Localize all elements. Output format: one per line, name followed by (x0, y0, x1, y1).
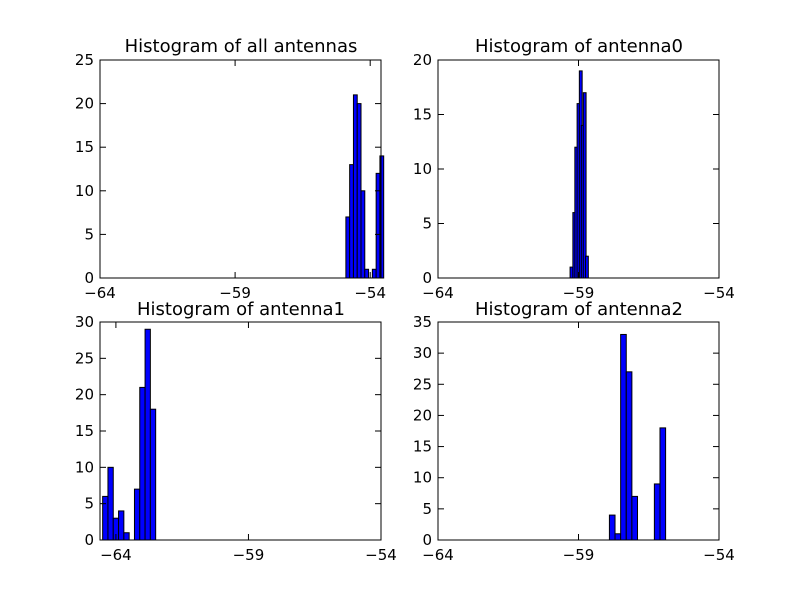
panel-title: Histogram of antenna1 (137, 299, 345, 320)
histogram-bar (375, 172, 381, 279)
y-tick-label: 25 (75, 51, 94, 69)
y-tick-label: 15 (75, 138, 94, 156)
y-tick-label: 0 (422, 531, 432, 549)
histogram-bar (133, 488, 141, 541)
panel-antenna0: Histogram of antenna0 −64 −59 −54 0 5 10 15 20 (413, 36, 735, 302)
y-tick-label: 15 (75, 422, 94, 440)
x-tick-label: −59 (563, 546, 595, 564)
y-tick-label: 20 (75, 95, 94, 113)
x-tick-label: −64 (422, 546, 454, 564)
histogram-bar (123, 532, 130, 541)
y-tick-label: 0 (84, 269, 94, 287)
panel-antenna1: Histogram of antenna1 −64 −59 −54 0 5 10 15 20 2… (75, 299, 397, 564)
y-tick-label: 5 (422, 500, 432, 518)
histogram-bar (631, 495, 639, 541)
y-tick-label: 10 (75, 182, 94, 200)
y-tick-label: 20 (413, 51, 432, 69)
histogram-bar (102, 495, 109, 541)
x-tick-label: −64 (100, 546, 132, 564)
y-tick-label: 5 (84, 495, 94, 513)
x-tick-label: −59 (563, 284, 595, 302)
histogram-bar (139, 386, 146, 541)
histogram-bar (608, 514, 616, 541)
histogram-bar (349, 164, 354, 279)
histogram-bar (659, 427, 667, 541)
histogram-bar (371, 268, 377, 279)
histogram-bar (379, 155, 385, 279)
y-tick-label: 5 (422, 215, 432, 233)
panel-title: Histogram of antenna0 (475, 36, 683, 57)
y-tick-label: 25 (75, 349, 94, 367)
x-tick-label: −59 (233, 546, 265, 564)
histogram-bar (614, 533, 622, 541)
histogram-bar (625, 371, 633, 541)
x-tick-label: −59 (219, 284, 251, 302)
y-tick-label: 10 (75, 458, 94, 476)
histogram-bar (364, 268, 370, 279)
y-tick-label: 20 (75, 386, 94, 404)
x-tick-label: −54 (365, 546, 397, 564)
y-tick-label: 15 (413, 438, 432, 456)
x-tick-label: −64 (84, 284, 116, 302)
y-tick-label: 0 (422, 269, 432, 287)
histogram-bar (653, 483, 661, 541)
panel-title: Histogram of antenna2 (475, 299, 683, 320)
histogram-bar (149, 408, 157, 541)
histogram-bar (356, 103, 362, 279)
histogram-bar (620, 333, 627, 541)
histogram-bar (345, 216, 351, 279)
panel-all-antennas: Histogram of all antennas −64 −59 −54 0 5 10 1… (75, 36, 386, 302)
panel-title: Histogram of all antennas (125, 36, 358, 57)
y-tick-label: 25 (413, 375, 432, 393)
y-tick-label: 30 (413, 344, 432, 362)
histogram-bar (107, 466, 114, 541)
y-tick-label: 10 (413, 469, 432, 487)
y-tick-label: 15 (413, 106, 432, 124)
histogram-bar (144, 328, 151, 541)
x-tick-label: −54 (703, 546, 735, 564)
histogram-bar (582, 92, 587, 279)
histogram-bar (585, 255, 589, 279)
y-tick-label: 30 (75, 313, 94, 331)
x-tick-label: −54 (354, 284, 386, 302)
y-tick-label: 35 (413, 313, 432, 331)
y-tick-label: 0 (84, 531, 94, 549)
y-tick-label: 5 (84, 225, 94, 243)
y-tick-label: 10 (413, 160, 432, 178)
x-tick-label: −54 (703, 284, 735, 302)
histogram-bar (352, 94, 358, 279)
histogram-bar (118, 510, 125, 541)
x-tick-label: −64 (422, 284, 454, 302)
panel-antenna2: Histogram of antenna2 −64 −59 −54 0 5 10 15 20 2… (413, 299, 735, 564)
y-tick-label: 20 (413, 406, 432, 424)
axes-frame (99, 59, 382, 279)
histogram-bar (360, 190, 366, 279)
